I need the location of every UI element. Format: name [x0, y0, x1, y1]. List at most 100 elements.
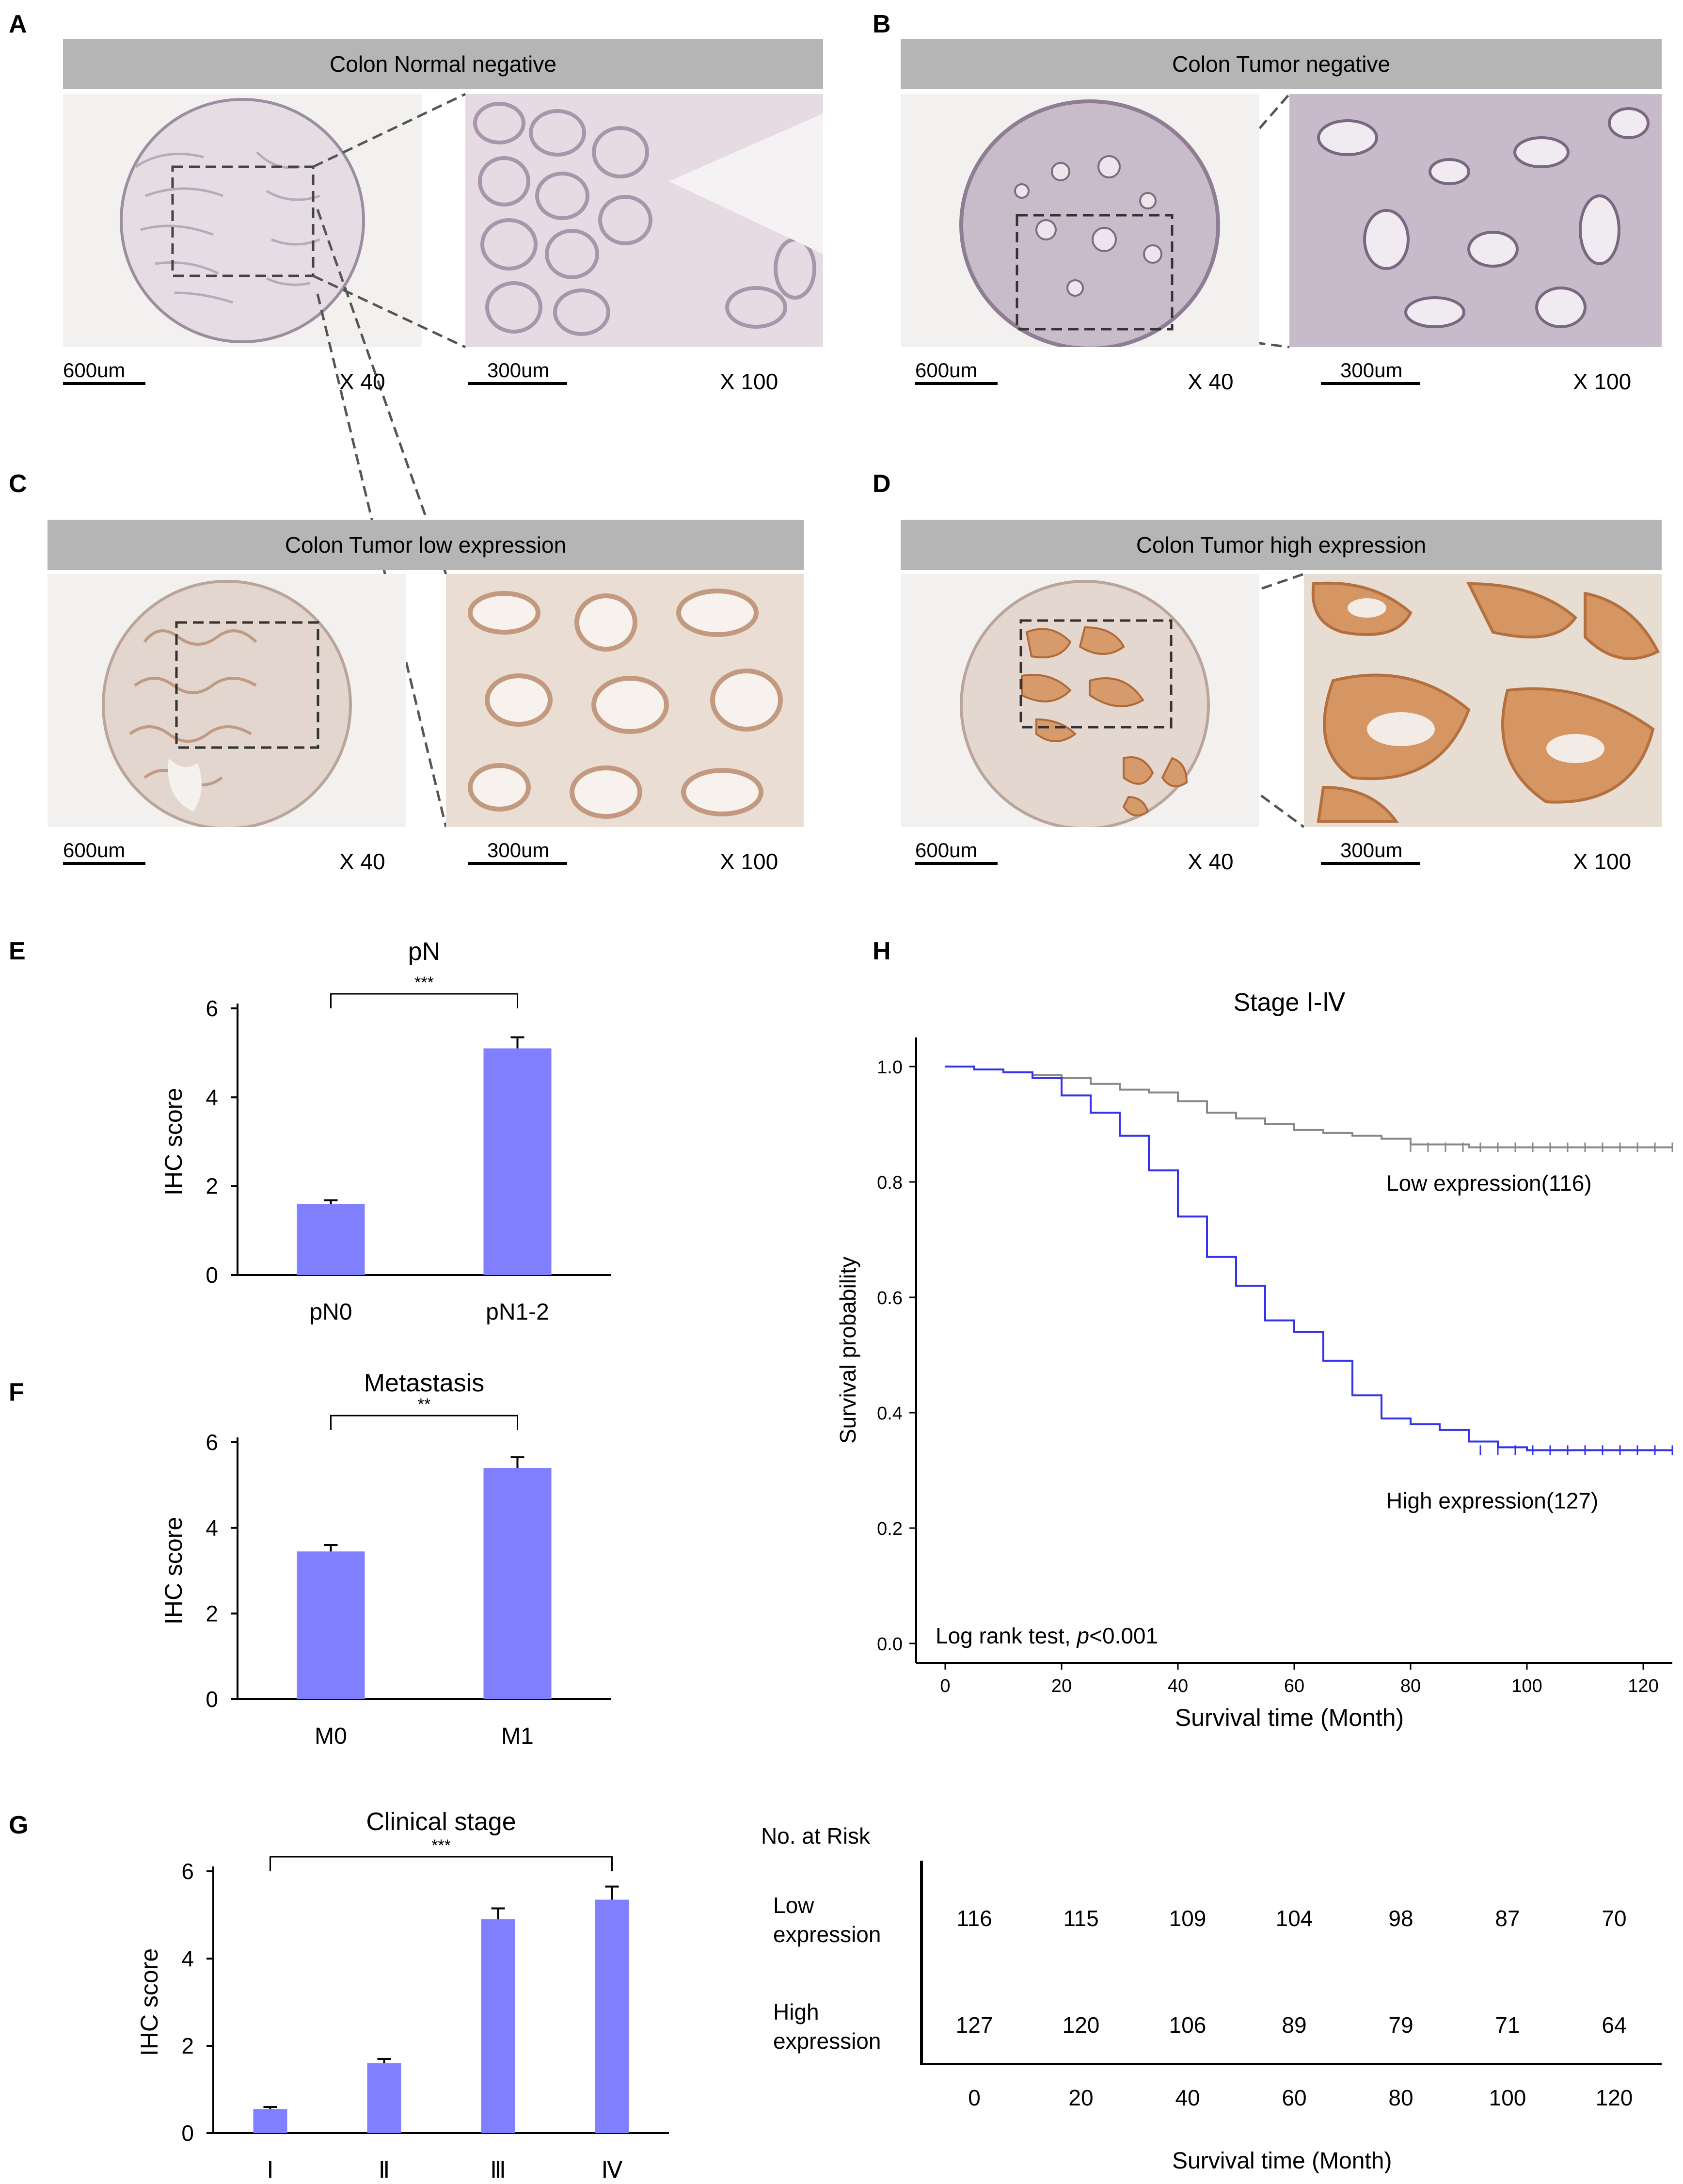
x-tick-label: M0: [315, 1723, 347, 1749]
y-tick-label: 0.2: [877, 1519, 903, 1539]
risk-cell: 87: [1495, 1906, 1520, 1931]
panel-a-scale2-label: 300um: [487, 359, 550, 382]
risk-low-label-1: Low: [773, 1893, 814, 1918]
risk-x-tick-label: 0: [968, 2085, 981, 2110]
y-tick-label: 0.4: [877, 1403, 903, 1424]
risk-cell: 64: [1602, 2012, 1627, 2038]
panel-d-scale2-label: 300um: [1340, 839, 1403, 861]
x-tick-label: 20: [1051, 1676, 1072, 1696]
panel-label-g: G: [9, 1811, 29, 1839]
bar: [297, 1551, 365, 1699]
risk-low-label-2: expression: [773, 1922, 881, 1947]
risk-cell: 109: [1169, 1906, 1207, 1931]
risk-x-tick-label: 80: [1388, 2085, 1413, 2110]
panel-b-scale1-label: 600um: [915, 359, 978, 382]
x-tick-label: pN0: [309, 1299, 352, 1325]
x-tick-label: 80: [1400, 1676, 1421, 1696]
risk-cell: 70: [1602, 1906, 1627, 1931]
panel-c-scale2-label: 300um: [487, 839, 550, 861]
risk-cell: 127: [955, 2012, 993, 2038]
risk-cell: 104: [1275, 1906, 1313, 1931]
x-tick-label: M1: [501, 1723, 534, 1749]
panel-a-mag2: X 100: [720, 369, 778, 394]
risk-table-title: No. at Risk: [761, 1823, 870, 1849]
panel-d-zoom-image: [1304, 574, 1662, 827]
panel-label-f: F: [9, 1378, 24, 1406]
significance-bracket: [270, 1856, 613, 1871]
significance-bracket: [330, 993, 518, 1008]
y-tick-label: 0: [206, 1262, 218, 1288]
panel-b-mag1: X 40: [1188, 369, 1234, 394]
panel-c-mag2: X 100: [720, 849, 778, 874]
risk-cell: 116: [956, 1906, 992, 1931]
x-tick-label: Ⅱ: [379, 2157, 390, 2183]
risk-table-axis: [920, 1861, 923, 2064]
bar-chart-metastasis: Metastasis 0 2 4 6 IHC score M0 M1 **: [160, 1369, 611, 1749]
bar: [481, 1919, 515, 2133]
risk-high-label-1: High: [773, 1999, 819, 2025]
x-tick-label: 100: [1511, 1676, 1542, 1696]
risk-table-xlabel: Survival time (Month): [1172, 2148, 1392, 2174]
panel-c-header: Colon Tumor low expression: [48, 520, 804, 570]
significance-mark: ***: [414, 973, 434, 992]
x-tick-label: pN1-2: [486, 1299, 549, 1325]
x-axis-label: Survival time (Month): [1175, 1704, 1404, 1731]
y-tick-label: 4: [206, 1515, 218, 1541]
bar: [367, 2063, 401, 2133]
panel-b-zoom-image: [1289, 94, 1662, 347]
panel-c-scalebar-300: 300um: [468, 839, 567, 865]
x-tick-label: Ⅳ: [601, 2157, 622, 2183]
y-tick-label: 4: [206, 1084, 218, 1110]
high-expression-label: High expression(127): [1386, 1488, 1598, 1513]
y-tick-label: 0: [181, 2120, 194, 2146]
y-tick-label: 6: [206, 996, 218, 1021]
x-tick-label: 40: [1168, 1676, 1188, 1696]
bar: [297, 1204, 365, 1275]
panel-d-mag2: X 100: [1573, 849, 1632, 874]
panel-d-scalebar-600: 600um: [915, 839, 998, 865]
panel-label-a: A: [9, 10, 27, 38]
logrank-value: <0.001: [1089, 1623, 1158, 1648]
x-tick-label: Ⅲ: [490, 2157, 506, 2183]
significance-mark: **: [418, 1395, 430, 1414]
x-tick-label: 0: [940, 1676, 950, 1696]
panel-label-b: B: [873, 10, 891, 38]
significance-mark: ***: [431, 1836, 451, 1855]
y-tick-label: 1.0: [877, 1057, 903, 1078]
risk-cell: 89: [1282, 2012, 1307, 2038]
chart-title: Clinical stage: [366, 1808, 516, 1836]
panel-a-zoom-image: [465, 94, 823, 347]
y-tick-label: 0.8: [877, 1173, 903, 1193]
panel-c-overview-image: [48, 574, 406, 827]
panel-d-scale1-label: 600um: [915, 839, 978, 861]
risk-high-label-2: expression: [773, 2028, 881, 2054]
panel-a-scalebar-600: 600um: [63, 359, 145, 385]
risk-cell: 79: [1388, 2012, 1413, 2038]
panel-d-overview-image: [901, 574, 1259, 827]
panel-b-scalebar-600: 600um: [915, 359, 998, 385]
y-tick-label: 6: [206, 1430, 218, 1455]
logrank-text: Log rank test,: [936, 1623, 1077, 1648]
survival-title: Stage Ⅰ-Ⅳ: [1234, 988, 1346, 1017]
panel-d-mag1: X 40: [1188, 849, 1234, 874]
panel-d-scalebar-300: 300um: [1321, 839, 1420, 865]
y-tick-label: 2: [181, 2033, 194, 2058]
y-tick-label: 0.0: [877, 1634, 903, 1655]
x-tick-label: 120: [1628, 1676, 1658, 1696]
panel-label-c: C: [9, 470, 27, 498]
risk-cell: 106: [1169, 2012, 1207, 2038]
y-axis-label: IHC score: [136, 1948, 163, 2056]
risk-table-x-axis: [920, 2063, 1662, 2065]
risk-high-label: High expression: [773, 1997, 881, 2056]
low-expression-label: Low expression(116): [1386, 1171, 1592, 1196]
chart-title: Metastasis: [364, 1369, 485, 1397]
bar-chart-clinical-stage: Clinical stage 0 2 4 6 IHC score Ⅰ Ⅱ Ⅲ Ⅳ ***: [136, 1808, 669, 2183]
risk-cell: 71: [1495, 2012, 1520, 2038]
risk-low-label: Low expression: [773, 1891, 881, 1949]
panel-d-header: Colon Tumor high expression: [901, 520, 1662, 570]
y-tick-label: 4: [181, 1946, 194, 1971]
panel-c-scale1-label: 600um: [63, 839, 126, 861]
bar: [483, 1048, 552, 1275]
bar: [595, 1899, 629, 2133]
risk-cell: 98: [1388, 1906, 1413, 1931]
